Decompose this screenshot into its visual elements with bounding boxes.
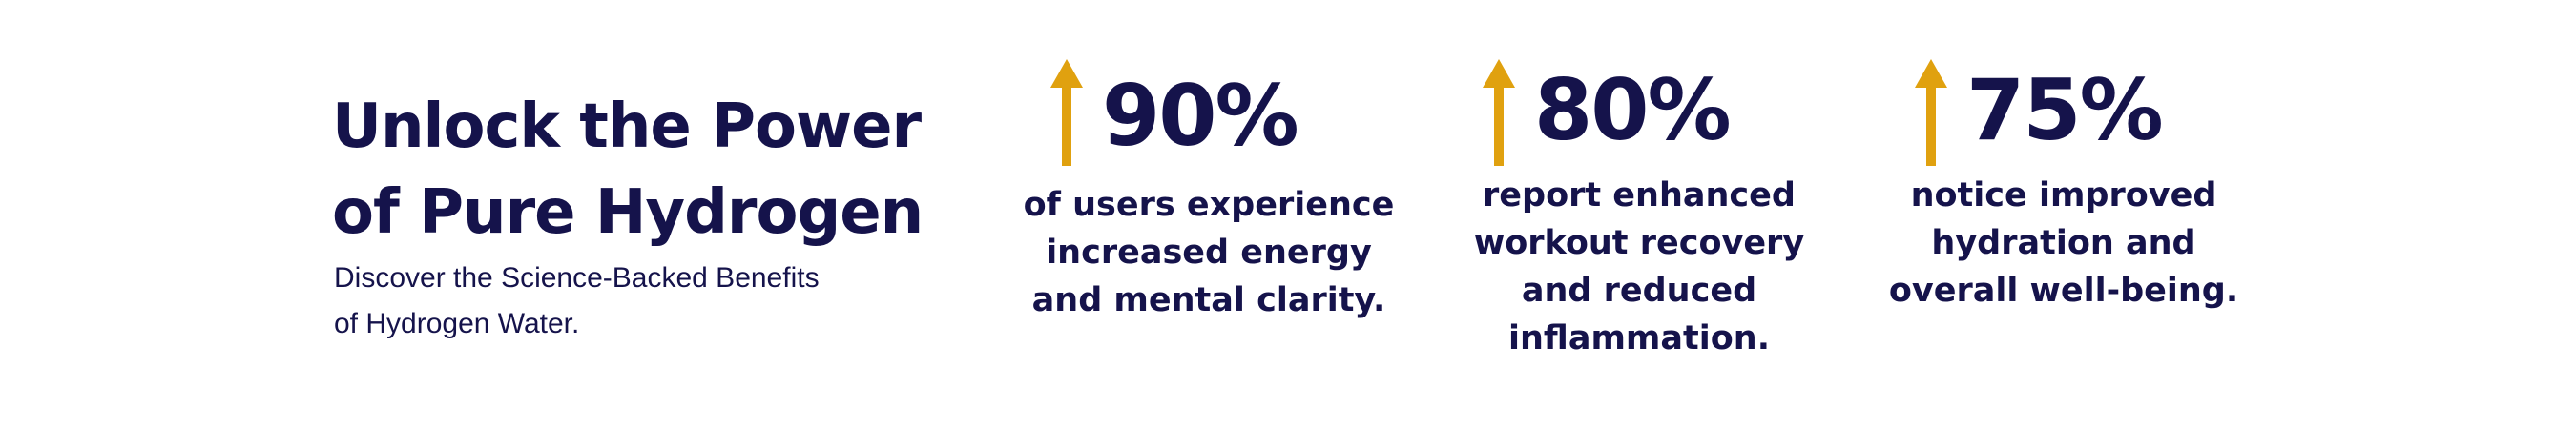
stat-description: report enhanced workout recovery and reduc… bbox=[1391, 172, 1887, 362]
description-line: hydration and bbox=[1931, 224, 2196, 262]
description-line: inflammation. bbox=[1507, 319, 1771, 358]
heading-line: Unlock the Power bbox=[332, 92, 922, 162]
stat-value: 75% bbox=[1966, 61, 2164, 159]
arrow-shape bbox=[1050, 59, 1083, 166]
description-line: of users experience bbox=[1023, 186, 1395, 224]
heading: Unlock the Power of Pure Hydrogen bbox=[332, 84, 924, 255]
description-line: increased energy bbox=[1046, 234, 1372, 272]
description-line: workout recovery bbox=[1473, 224, 1805, 262]
stat-description: notice improved hydration and overall well… bbox=[1816, 172, 2312, 315]
description-line: notice improved bbox=[1910, 176, 2217, 214]
arrow-shape bbox=[1483, 59, 1515, 166]
stat-value: 80% bbox=[1534, 61, 1732, 159]
arrow-shape bbox=[1915, 59, 1947, 166]
subtitle-line: Discover the Science-Backed Benefits bbox=[334, 262, 820, 294]
stat-value: 90% bbox=[1102, 67, 1299, 165]
description-line: overall well-being. bbox=[1888, 272, 2239, 310]
description-line: and reduced bbox=[1521, 272, 1757, 310]
arrow-icon bbox=[1050, 59, 1083, 166]
description-line: report enhanced bbox=[1483, 176, 1796, 214]
arrow-icon bbox=[1915, 59, 1947, 166]
arrow-icon bbox=[1483, 59, 1515, 166]
heading-line: of Pure Hydrogen bbox=[332, 177, 924, 248]
description-line: and mental clarity. bbox=[1031, 281, 1386, 319]
stat-description: of users experience increased energy and m… bbox=[961, 181, 1457, 324]
subtitle-line: of Hydrogen Water. bbox=[334, 308, 580, 339]
subtitle: Discover the Science-Backed Benefits of … bbox=[334, 255, 820, 347]
